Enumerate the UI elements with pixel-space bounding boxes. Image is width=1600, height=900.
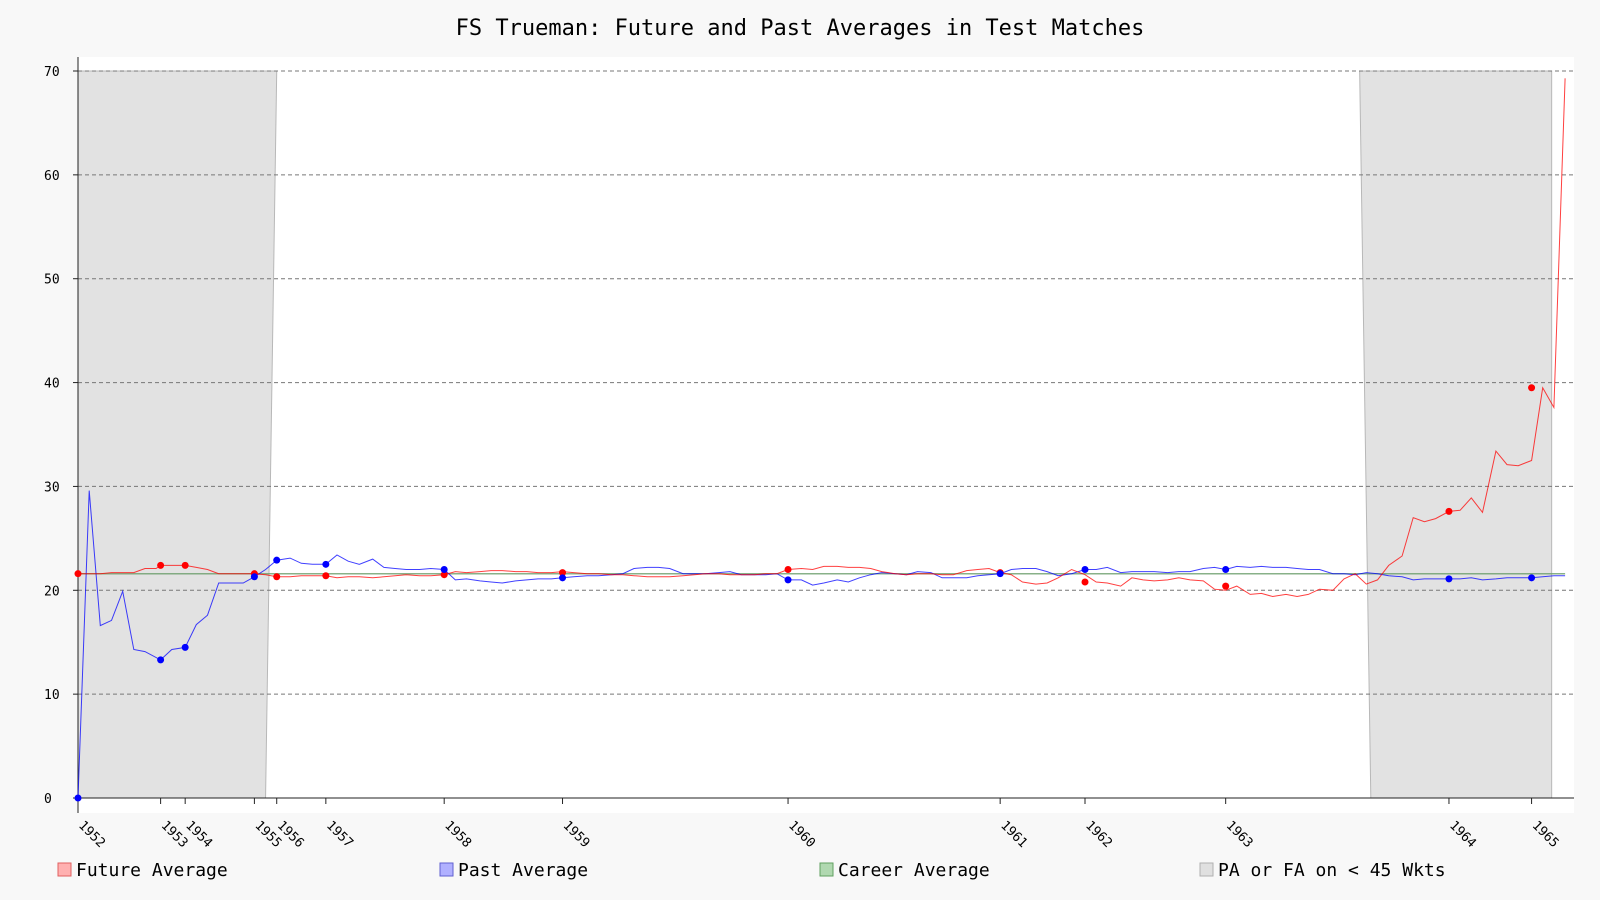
x-tick-label: 1965 [1529,818,1562,851]
y-tick-label: 10 [44,688,60,703]
legend-swatch [439,862,454,877]
x-tick-label: 1961 [997,818,1030,851]
future-average-marker [440,571,448,579]
past-average-marker [1222,566,1230,574]
future-average-marker [273,573,281,581]
y-tick-label: 50 [44,273,60,288]
x-tick-label: 1953 [158,818,191,851]
plot-area [78,57,1574,813]
future-average-marker [1445,507,1453,515]
series-markers [74,384,1536,802]
past-average-marker [250,573,258,581]
x-tick-label: 1952 [75,818,108,851]
shaded-region [77,70,278,799]
future-average-marker [559,569,567,577]
future-average-marker [157,561,165,569]
x-tick-label: 1959 [560,818,593,851]
x-tick-label: 1960 [785,818,818,851]
legend-swatch [1199,862,1214,877]
past-average-marker [1081,566,1089,574]
chart-title: FS Trueman: Future and Past Averages in … [456,16,1145,41]
future-average-marker [322,572,330,580]
axes [77,57,1574,813]
past-average-marker [559,574,567,582]
legend-label: Future Average [76,860,228,881]
past-average-marker [784,576,792,584]
legend-swatch [57,862,72,877]
past-average-marker [1528,574,1536,582]
past-average-marker [157,656,165,664]
y-tick-label: 40 [44,377,60,392]
y-tick-label: 70 [44,65,60,80]
past-average-marker [181,643,189,651]
past-average-marker [1445,575,1453,583]
future-average-marker [1528,384,1536,392]
past-average-marker [322,560,330,568]
y-tick-label: 30 [44,480,60,495]
y-tick-label: 60 [44,169,60,184]
legend-label: Past Average [458,860,588,881]
legend-swatch [819,862,834,877]
future-average-marker [784,566,792,574]
y-tick-label: 20 [44,584,60,599]
future-average-marker [1081,578,1089,586]
x-tick-label: 1958 [441,818,474,851]
future-average-marker [181,561,189,569]
shaded-region [1359,70,1553,799]
x-tick-label: 1962 [1082,818,1115,851]
past-average-marker [74,794,82,802]
future-average-line [78,78,1566,598]
past-average-marker [996,570,1004,578]
x-tick-label: 1964 [1446,818,1479,851]
legend-label: PA or FA on < 45 Wkts [1218,860,1446,881]
legend-label: Career Average [838,860,990,881]
gridlines [78,70,1574,695]
future-average-marker [74,570,82,578]
y-tick-labels: 0 10 20 30 40 50 60 70 [44,65,78,807]
x-tick-label: 1954 [182,818,215,851]
y-tick-label: 0 [44,792,52,807]
legend: Future Average Past Average Career Average… [57,860,1446,881]
x-tick-label: 1957 [323,818,356,851]
x-tick-label: 1963 [1223,818,1256,851]
past-average-marker [273,556,281,564]
future-average-marker [1222,582,1230,590]
past-average-marker [440,566,448,574]
